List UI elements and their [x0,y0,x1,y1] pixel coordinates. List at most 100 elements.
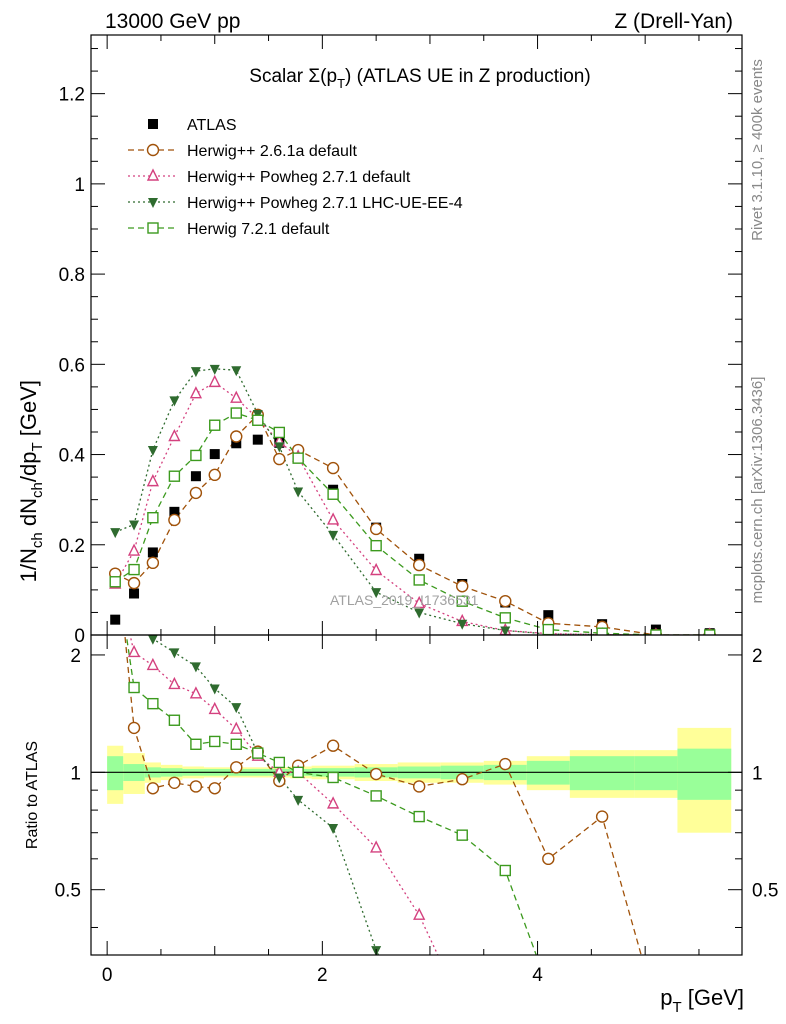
ratio-point-h261 [168,776,181,789]
legend-marker [146,168,160,181]
watermark: ATLAS_2019_I1736531 [330,592,479,608]
header-left: 13000 GeV pp [105,10,240,33]
ratio-point-h721 [230,738,242,750]
point-hpowue [147,446,158,457]
point-h721 [168,470,181,482]
ratio-point-hpowue [274,773,285,784]
point-hpowue [500,626,511,635]
ratio-point-hpowue [328,823,339,834]
point-h721 [456,595,468,607]
mcplots-label: mcplots.cern.ch [arXiv:1306.3436] [749,377,766,604]
xtick-label: 0 [102,965,113,986]
point-h261 [189,486,203,500]
point-h721 [499,612,511,624]
ratio-point-h721 [370,790,382,802]
ratio-ytick-label-left: 1 [70,763,81,784]
ratio-point-h261 [230,761,243,774]
point-h261 [456,580,469,593]
point-h261 [326,461,340,475]
plot-title: Scalar Σ(pT) (ATLAS UE in Z production) [249,66,590,91]
ratio-point-hpow [168,676,181,690]
ratio-point-h721 [292,766,304,779]
legend-label: ATLAS [187,117,237,134]
point-h261 [230,430,243,443]
ratio-ytick-label-right: 2 [752,646,763,667]
point-h721 [292,452,304,464]
ratio-point-hpowue [169,648,180,659]
point-atlas [252,434,263,445]
legend-entry: Herwig++ 2.6.1a default [128,143,357,160]
legend-label: Herwig++ 2.6.1a default [187,143,357,160]
point-atlas [110,614,121,625]
ratio-point-hpow [127,644,141,658]
ratio-point-h721 [190,738,202,750]
main-ylabel: 1/Nch dNch/dpT [GeV] [16,380,46,582]
point-hpowue [231,366,242,377]
ratio-point-h721 [499,864,511,877]
xtick-label: 4 [532,965,543,986]
point-h261 [273,452,286,466]
ratio-point-hpow [146,657,160,671]
point-hpowue [209,364,220,375]
ratio-point-hpowue [209,684,220,695]
point-hpowue [328,530,339,541]
point-h721 [109,576,121,588]
point-h721 [190,449,202,462]
ratio-ylabel: Ratio to ATLAS [24,741,41,849]
ratio-point-h721 [209,735,221,748]
ratio-point-h261 [326,739,340,752]
ratio-point-h721 [327,771,339,784]
point-h721 [209,419,221,431]
point-h721 [542,623,555,635]
ratio-band-inner [569,756,635,791]
legend-marker [148,119,158,129]
point-h261 [146,556,160,570]
point-h261 [369,522,383,536]
point-h261 [499,594,512,608]
xtick-label: 2 [317,965,328,986]
main-ytick-label: 0.8 [59,265,85,286]
point-atlas [414,553,425,564]
main-ytick-label: 1 [74,175,85,196]
point-atlas [147,547,158,558]
point-hpowue [110,528,121,539]
ratio-panel-frame [90,634,743,956]
ratio-point-h721 [413,810,425,823]
point-h261 [412,558,426,572]
ratio-line-hpow [129,635,439,955]
x-axis-label: pT [GeV] [660,985,744,1016]
point-h261 [168,513,181,527]
point-atlas [543,610,554,621]
ratio-ytick-label-left: 2 [70,646,81,667]
main-ytick-label: 0.6 [59,355,85,376]
point-h721 [413,574,425,586]
legend-entry: Herwig 7.2.1 default [128,221,330,238]
point-hpowue [190,367,201,378]
point-hpow [370,562,383,576]
header-right: Z (Drell-Yan) [614,10,733,33]
point-h261 [127,576,141,590]
point-hpowue [129,520,140,531]
ratio-band-inner [677,748,732,800]
ratio-point-h261 [208,782,221,795]
legend-entry: Herwig++ Powheg 2.7.1 LHC-UE-EE-4 [128,195,463,212]
ratio-point-h721 [252,747,264,759]
point-hpow [127,543,141,556]
point-h261 [208,468,221,482]
point-h721 [650,629,662,635]
ratio-panel-series [124,635,642,955]
ratio-point-h261 [595,810,609,823]
ratio-point-hpowue [231,703,242,714]
ratio-point-h261 [542,852,555,866]
ratio-point-hpowue [293,795,304,806]
main-ytick-label: 1.2 [59,85,85,106]
point-atlas [209,449,220,460]
ratio-band-inner [634,756,678,791]
ratio-point-h721 [128,681,140,694]
ratio-point-hpow [413,907,426,920]
ratio-ytick-label-left: 0.5 [55,881,81,902]
ratio-ytick-label-right: 0.5 [752,881,778,902]
ratio-band-inner [107,756,124,791]
main-ytick-label: 0.4 [59,446,86,467]
